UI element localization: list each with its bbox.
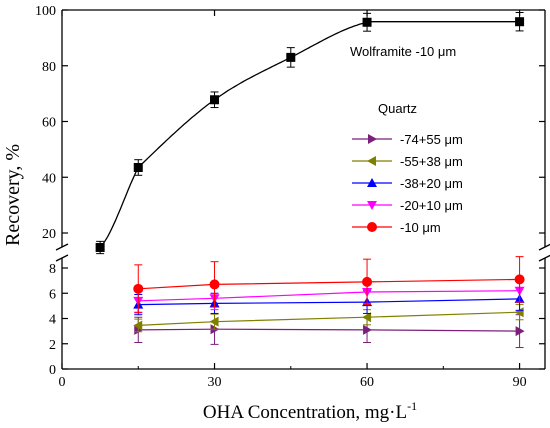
- series-marks: [95, 12, 525, 349]
- y-axis-label: Recovery, %: [2, 144, 24, 246]
- series-point-4: [209, 279, 220, 290]
- legend-item: -10 μm: [352, 220, 441, 235]
- wolframite-point: [515, 17, 525, 27]
- legend-item: -20+10 μm: [352, 198, 463, 213]
- series-point-1: [362, 312, 372, 323]
- y-tick-label: 2: [49, 338, 56, 353]
- series-point-4: [362, 276, 373, 287]
- legend-marker: [367, 201, 377, 210]
- legend-marker: [367, 222, 377, 232]
- axis-break-mark: [538, 254, 550, 262]
- series-line-0: [138, 328, 520, 332]
- y-tick-label: 6: [49, 287, 56, 302]
- series-point-1: [209, 316, 219, 327]
- legend-label: -74+55 μm: [400, 132, 463, 147]
- y-tick-label: 40: [42, 171, 56, 186]
- wolframite-point: [362, 17, 372, 27]
- y-tick-label: 0: [49, 363, 56, 378]
- y-tick-label: 80: [42, 60, 56, 75]
- series-line-4: [138, 278, 520, 290]
- axis-break-mark: [55, 243, 69, 251]
- axis-break-mark: [538, 243, 550, 251]
- wolframite-point: [95, 242, 105, 252]
- x-axis-label: OHA Concentration, mg·L-1: [203, 399, 417, 423]
- wolframite-point: [133, 162, 143, 172]
- y-tick-label: 20: [42, 227, 56, 242]
- wolframite-point: [286, 52, 296, 62]
- legend-item: -74+55 μm: [352, 132, 463, 147]
- legend-label: -20+10 μm: [400, 198, 463, 213]
- quartz-legend-title: Quartz: [378, 101, 417, 116]
- legend-label: -10 μm: [400, 220, 441, 235]
- series-point-0: [363, 324, 373, 335]
- x-tick-label: 0: [59, 375, 66, 390]
- wolframite-point: [210, 95, 220, 105]
- wolframite-fit-line: [99, 21, 520, 248]
- series-line-3: [138, 290, 520, 302]
- y-tick-label: 100: [35, 4, 56, 19]
- series-point-4: [514, 274, 525, 285]
- series-point-4: [133, 283, 144, 294]
- series-lines: [99, 21, 520, 332]
- x-axis-label-sup: -1: [407, 399, 417, 413]
- axis-break-mark: [55, 254, 69, 262]
- legend-label: -55+38 μm: [400, 154, 463, 169]
- legend-label: -38+20 μm: [400, 176, 463, 191]
- series-point-1: [514, 307, 524, 318]
- plot-frame: [55, 9, 550, 370]
- y-tick-label: 4: [49, 313, 56, 328]
- y-tick-label: 8: [49, 262, 56, 277]
- y-tick-label: 60: [42, 116, 56, 131]
- x-tick-label: 30: [208, 375, 222, 390]
- legend-marker: [368, 134, 377, 144]
- wolframite-label: Wolframite -10 μm: [350, 44, 456, 59]
- legend-marker: [367, 156, 376, 166]
- series-line-1: [138, 311, 520, 326]
- legend-item: -38+20 μm: [352, 176, 463, 191]
- legend-marker: [367, 178, 377, 187]
- x-axis-label-text: OHA Concentration, mg·L: [203, 402, 407, 423]
- axis-ticks: 0 30 60 90 20 40 60 80 100 0 2 4 6 8: [35, 4, 545, 390]
- series-point-0: [515, 326, 525, 337]
- x-tick-label: 90: [513, 375, 527, 390]
- legend-item: -55+38 μm: [352, 154, 463, 169]
- legend: -74+55 μm -55+38 μm -38+20 μm -20+10 μm -10 …: [352, 132, 463, 235]
- series-point-1: [133, 320, 143, 331]
- x-tick-label: 60: [360, 375, 374, 390]
- series-line-2: [138, 298, 520, 306]
